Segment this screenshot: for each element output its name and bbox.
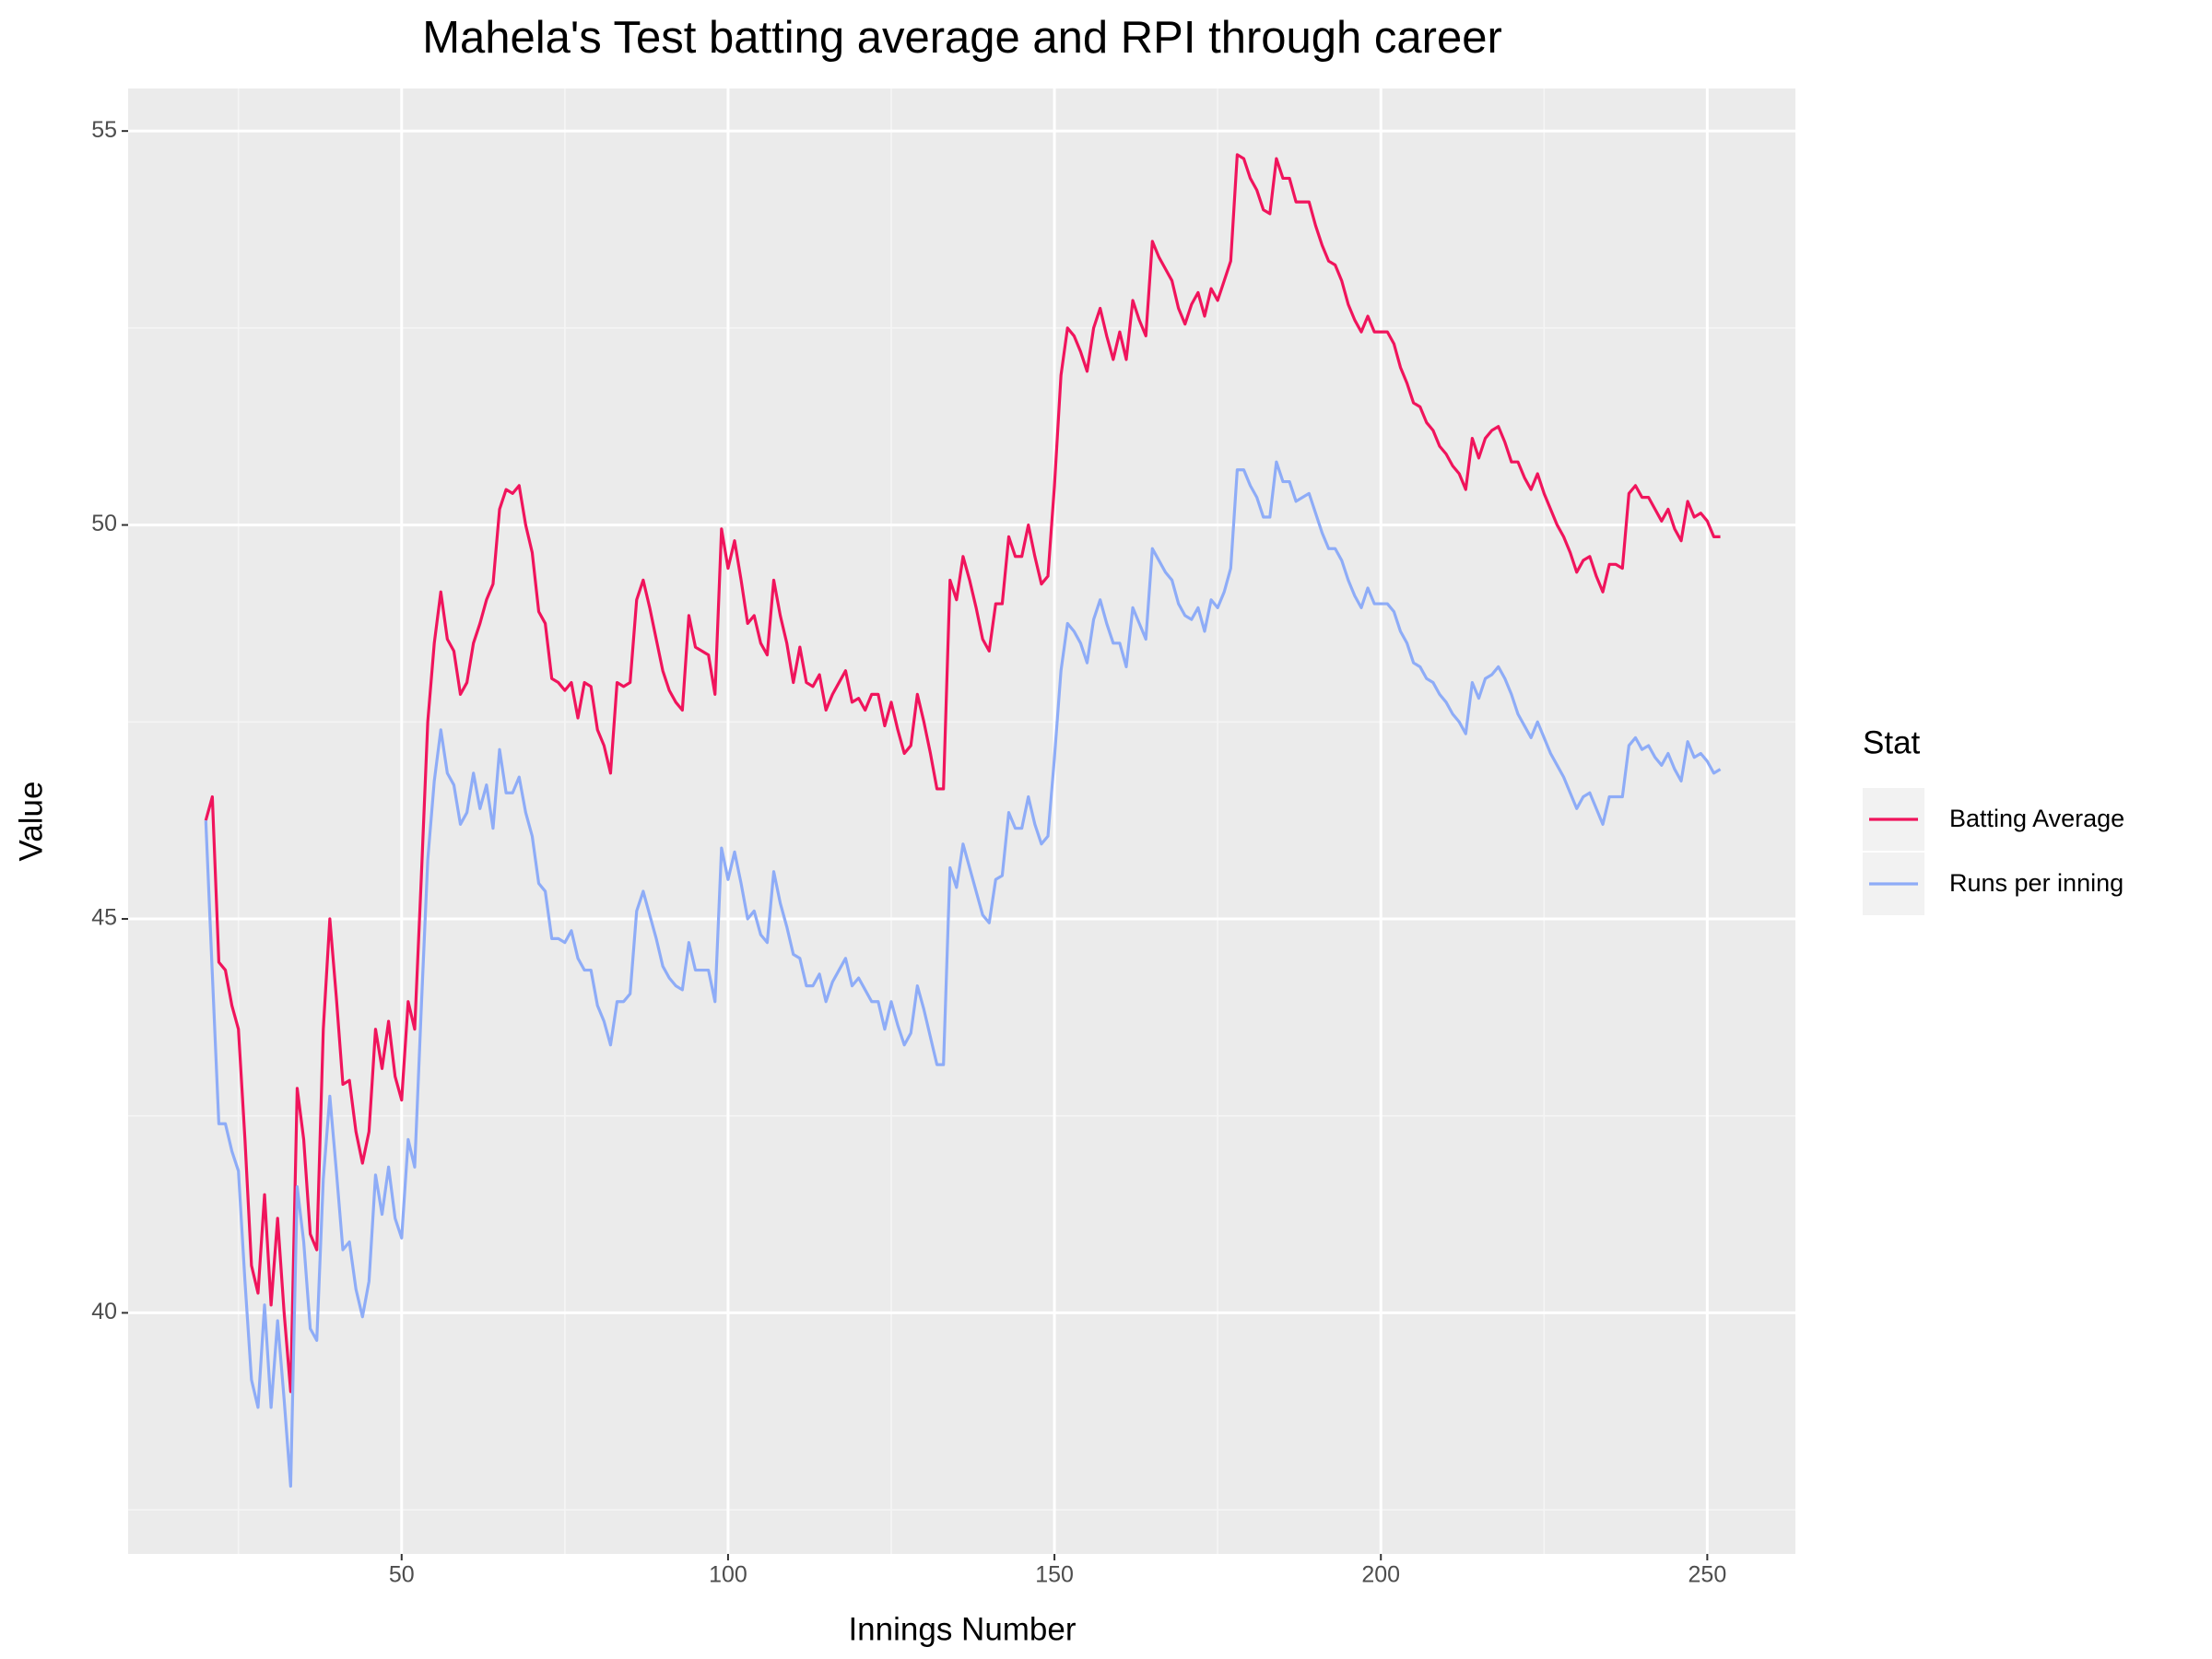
x-axis-title: Innings Number [848, 1611, 1076, 1647]
x-tick-label: 200 [1361, 1562, 1400, 1588]
y-tick-label: 55 [91, 117, 117, 143]
y-tick-label: 40 [91, 1299, 117, 1324]
y-axis-title: Value [13, 782, 49, 862]
legend-label: Batting Average [1949, 805, 2124, 832]
y-tick-label: 45 [91, 905, 117, 931]
legend-label: Runs per inning [1949, 869, 2124, 897]
series-line [204, 460, 1722, 1488]
x-tick-label: 150 [1035, 1562, 1074, 1588]
plot-panel [128, 88, 1795, 1554]
x-tick-label: 50 [389, 1562, 415, 1588]
x-tick-label: 100 [709, 1562, 747, 1588]
series-line [204, 153, 1721, 1394]
y-tick-label: 50 [91, 511, 117, 536]
legend-title: Stat [1863, 724, 1921, 760]
chart-title: Mahela's Test batting average and RPI th… [422, 13, 1502, 63]
x-tick-label: 250 [1688, 1562, 1727, 1588]
